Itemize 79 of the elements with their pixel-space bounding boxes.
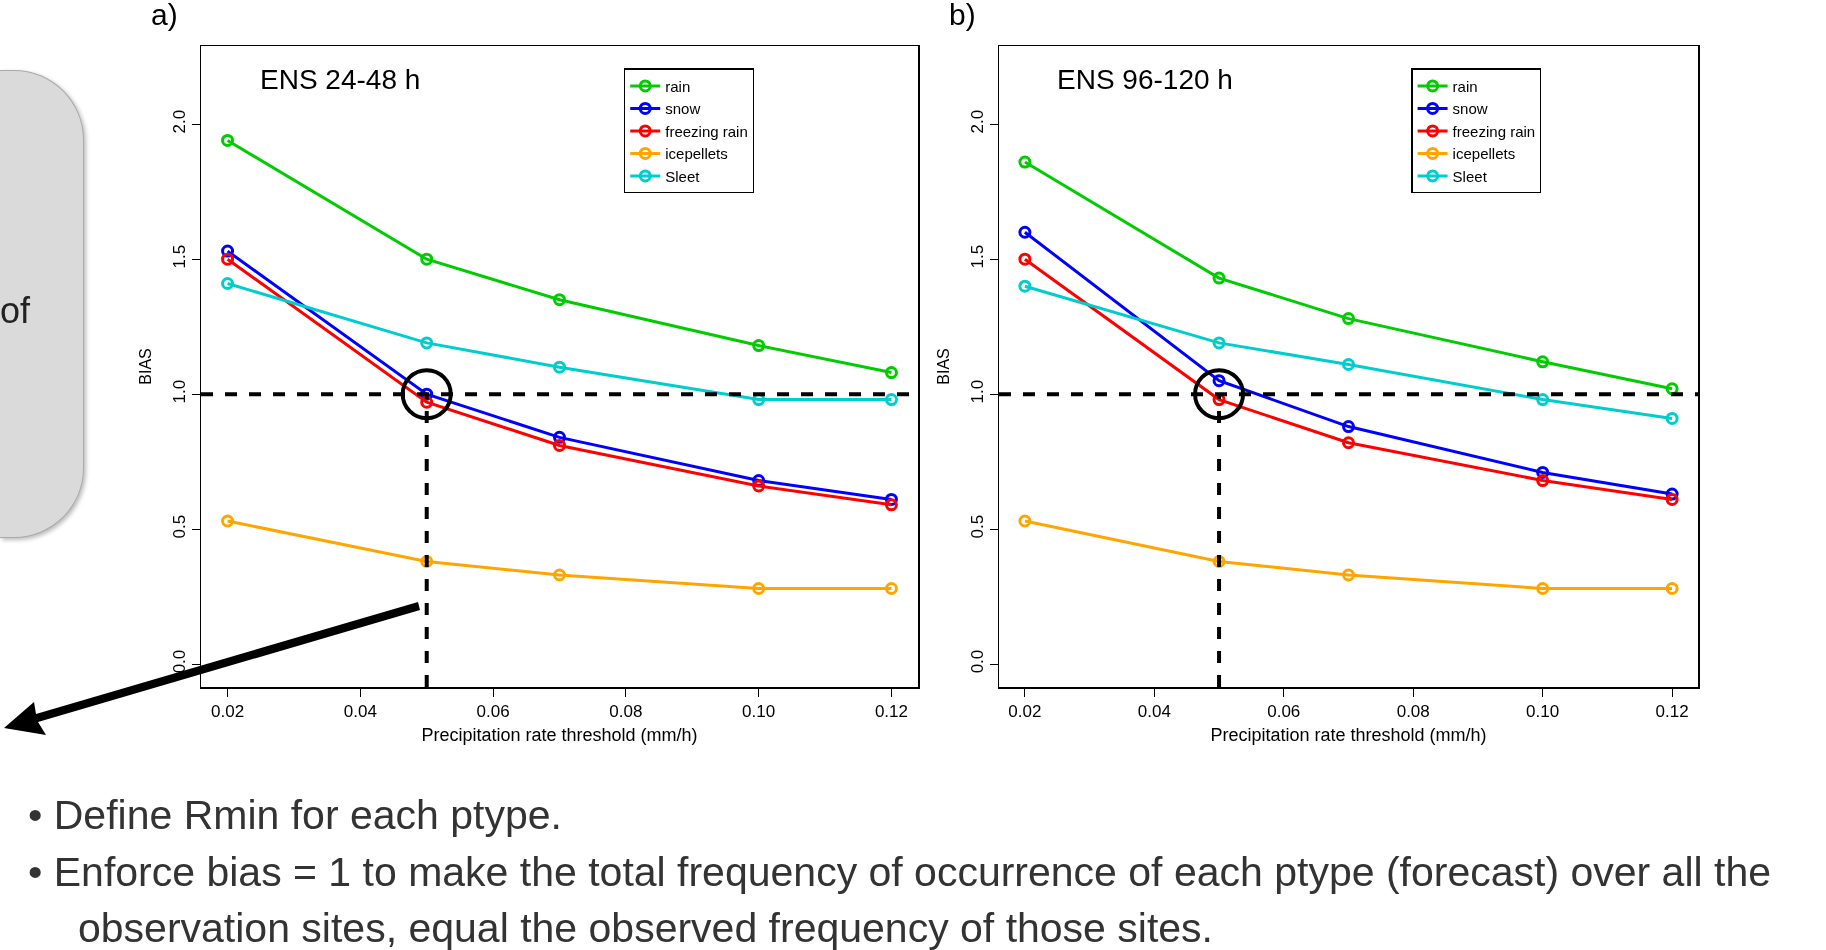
point	[553, 360, 566, 374]
point	[1536, 355, 1550, 369]
point	[1342, 312, 1355, 326]
point	[221, 252, 235, 266]
point	[1212, 336, 1226, 350]
point	[752, 581, 766, 595]
point	[1342, 568, 1355, 582]
y-tick-label: 1.5	[169, 244, 189, 269]
chart-title: b)	[949, 0, 976, 31]
x-tick-label: 0.04	[1137, 701, 1171, 721]
point	[420, 336, 434, 350]
point	[884, 393, 898, 407]
y-axis-title: BIAS	[136, 348, 154, 385]
point	[1342, 420, 1355, 434]
point	[1536, 393, 1550, 407]
x-tick-label: 0.08	[609, 701, 643, 721]
y-tick-label: 0.5	[967, 514, 987, 539]
legend-label: freezing rain	[665, 122, 748, 140]
text: ENS 24-48 h	[260, 64, 421, 95]
point	[1018, 279, 1032, 293]
point	[1665, 581, 1679, 595]
y-tick-label: 1.0	[169, 379, 189, 404]
point	[221, 514, 235, 528]
x-tick-label: 0.10	[742, 701, 776, 721]
text: of	[0, 290, 31, 331]
point	[884, 366, 898, 380]
legend-label: snow	[665, 100, 701, 118]
point	[221, 277, 235, 291]
legend-label: snow	[1452, 100, 1488, 118]
point	[1665, 492, 1679, 506]
x-axis-title: Precipitation rate threshold (mm/h)	[1210, 724, 1487, 745]
x-tick-label: 0.04	[343, 701, 377, 721]
x-tick-label: 0.06	[476, 701, 510, 721]
x-tick-label: 0.10	[1526, 701, 1560, 721]
point	[553, 438, 566, 452]
y-tick-label: 0.5	[169, 514, 189, 539]
point	[752, 479, 766, 493]
point	[752, 339, 766, 353]
point	[420, 252, 434, 266]
point	[1018, 225, 1032, 239]
x-tick-label: 0.12	[1655, 701, 1689, 721]
legend-label: rain	[665, 77, 691, 95]
point	[553, 568, 566, 582]
point	[1212, 374, 1226, 388]
text: ENS 96-120 h	[1057, 64, 1233, 95]
y-tick-label: 1.5	[967, 244, 987, 269]
legend-label: Sleet	[665, 167, 701, 185]
point	[553, 293, 566, 307]
legend-label: freezing rain	[1452, 122, 1536, 140]
y-tick-label: 2.0	[967, 109, 987, 134]
y-tick-label: 0.0	[169, 649, 189, 674]
legend-label: Sleet	[1452, 167, 1488, 185]
point	[1212, 271, 1226, 285]
point	[1536, 581, 1550, 595]
y-tick-label: 2.0	[169, 109, 189, 134]
x-axis-title: Precipitation rate threshold (mm/h)	[421, 724, 698, 745]
point	[1536, 474, 1550, 488]
point	[1018, 514, 1032, 528]
y-axis-title: BIAS	[934, 348, 952, 385]
chart-title: a)	[151, 0, 178, 31]
legend-label: icepellets	[1452, 145, 1516, 163]
point	[1018, 155, 1032, 169]
legend-label: rain	[1452, 77, 1478, 95]
y-tick-label: 1.0	[967, 379, 987, 404]
point	[884, 498, 898, 512]
x-tick-label: 0.02	[1008, 701, 1042, 721]
x-tick-label: 0.08	[1396, 701, 1430, 721]
point	[1342, 357, 1355, 371]
text: • Define Rmin for each ptype.	[28, 791, 563, 840]
point	[1665, 411, 1679, 425]
point	[221, 133, 235, 147]
x-tick-label: 0.12	[874, 701, 908, 721]
legend-label: icepellets	[665, 145, 728, 163]
x-tick-label: 0.06	[1267, 701, 1301, 721]
point	[1018, 252, 1032, 266]
y-tick-label: 0.0	[967, 649, 987, 674]
x-tick-label: 0.02	[211, 701, 245, 721]
point	[1342, 436, 1355, 450]
point	[884, 581, 898, 595]
